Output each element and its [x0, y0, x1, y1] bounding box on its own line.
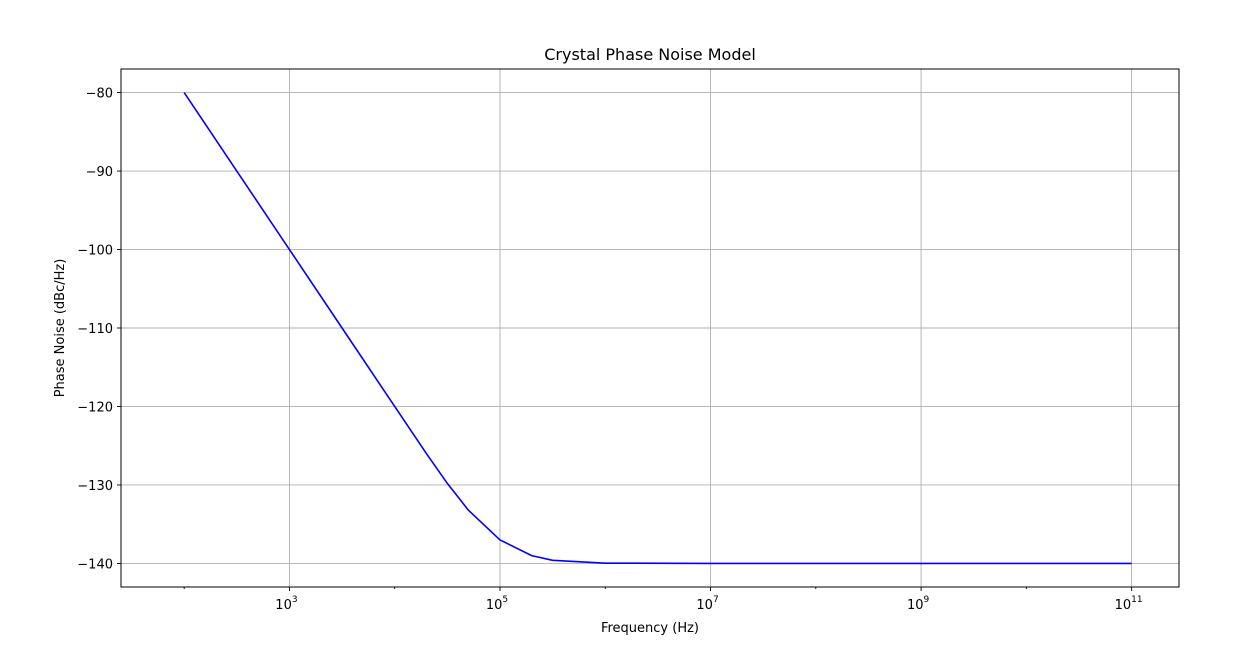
- y-tick-label: −130: [77, 479, 113, 494]
- series-layer: [183, 92, 1132, 565]
- y-tick-label: −140: [77, 557, 113, 572]
- x-tick-label: 103: [275, 595, 297, 613]
- y-tick-label: −120: [77, 400, 113, 415]
- x-tick-label: 105: [486, 595, 508, 613]
- y-tick-label: −90: [86, 165, 113, 180]
- y-axis-label: Phase Noise (dBc/Hz): [53, 259, 68, 398]
- x-tick-label: 1011: [1115, 595, 1143, 613]
- y-axis-ticks: −80 −90 −100 −110 −120 −130 −140: [77, 87, 121, 572]
- x-tick-label: 109: [907, 595, 930, 613]
- series-line: [183, 92, 1132, 565]
- x-tick-label: 107: [696, 595, 718, 613]
- chart-title: Crystal Phase Noise Model: [544, 45, 756, 64]
- grid-lines: [121, 69, 1179, 587]
- x-axis-ticks: 103 105 107 109 1011: [183, 587, 1143, 613]
- y-tick-label: −100: [77, 244, 113, 259]
- x-axis-label: Frequency (Hz): [601, 621, 699, 636]
- y-tick-label: −80: [86, 87, 113, 102]
- y-tick-label: −110: [77, 322, 113, 337]
